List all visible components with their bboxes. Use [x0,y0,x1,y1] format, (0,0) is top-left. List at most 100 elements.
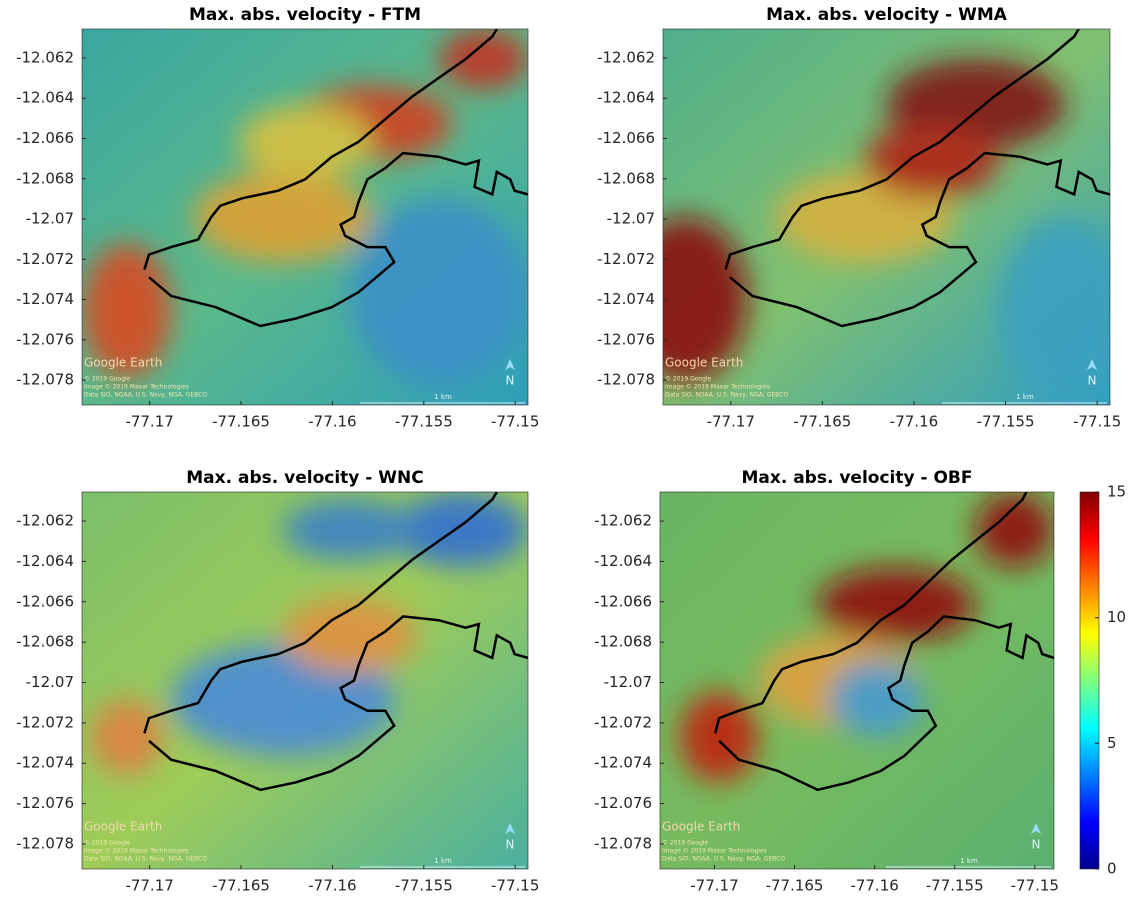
raster-blob [282,597,417,673]
velocity-raster [663,29,1110,405]
chart-title: Max. abs. velocity - OBF [741,468,972,488]
raster-blobs [90,492,528,775]
y-tick-label: -12.064 [16,552,74,570]
map-logo: Google Earth [665,356,743,370]
y-tick-label: -12.066 [594,592,652,610]
y-tick-label: -12.062 [16,512,74,530]
raster-blob [817,567,976,643]
y-tick-label: -12.074 [16,290,74,308]
colorbar-tick-label: 0 [1107,860,1117,878]
x-tick-label: -77.17 [690,877,738,895]
x-tick-label: -77.17 [125,877,173,895]
map-logo: Google Earth [84,356,162,370]
map-credit: Image © 2019 Maxar Technologies [662,848,767,855]
map-credit: Image © 2019 Maxar Technologies [84,848,189,855]
raster-blob [193,171,372,263]
scale-label: 1 km [434,393,452,401]
raster-blob [438,29,528,90]
x-tick-label: -77.16 [308,877,356,895]
map-logo: Google Earth [84,820,162,834]
map-logo: Google Earth [662,820,740,834]
scale-label: 1 km [1016,393,1034,401]
raster-blob [975,492,1054,568]
raster-blob [82,243,172,379]
velocity-raster [82,29,528,405]
y-tick-label: -12.076 [594,794,652,812]
velocity-raster [660,492,1054,869]
y-tick-label: -12.062 [594,512,652,530]
raster-blob [282,499,417,560]
y-tick-label: -12.062 [597,48,655,66]
coastline [143,29,498,270]
raster-blob [238,104,372,180]
x-tick-label: -77.15 [491,413,539,431]
chart-title: Max. abs. velocity - FTM [189,5,421,25]
map-credit: Image © 2019 Maxar Technologies [665,384,770,391]
x-tick-label: -77.155 [395,877,453,895]
north-arrow-head [505,359,515,370]
raster-blob [663,217,748,383]
y-tick-label: -12.064 [597,89,655,107]
map-credit: Data SIO, NOAA, U.S. Navy, NGA, GEBCO [662,856,785,863]
map-credit: © 2019 Google [665,376,712,383]
colorbar [1079,491,1100,870]
map-credit: Data SIO, NOAA, U.S. Navy, NGA, GEBCO [84,856,207,863]
y-tick-label: -12.068 [16,633,74,651]
y-tick-label: -12.074 [594,754,652,772]
north-arrow: N [506,374,515,388]
y-tick-label: -12.074 [16,754,74,772]
x-tick-label: -77.155 [977,413,1035,431]
y-tick-label: -12.066 [16,592,74,610]
coastline [148,151,528,328]
north-arrow: N [1032,838,1041,852]
x-tick-label: -77.165 [766,877,824,895]
north-arrow-head [1031,823,1041,834]
map-credit: © 2019 Google [84,376,131,383]
y-tick-label: -12.07 [604,673,652,691]
raster-blobs [663,59,1110,405]
y-tick-label: -12.072 [16,713,74,731]
y-tick-label: -12.072 [16,250,74,268]
coastline [729,151,1110,328]
north-arrow: N [1088,374,1097,388]
y-tick-label: -12.07 [26,673,74,691]
x-tick-label: -77.15 [1011,877,1059,895]
raster-blob [829,661,924,738]
x-tick-label: -77.165 [212,413,270,431]
axes-frame [81,28,529,406]
y-tick-label: -12.076 [597,330,655,348]
y-tick-label: -12.072 [594,713,652,731]
raster-blob [349,198,528,387]
coastline [724,29,1080,270]
scale-label: 1 km [960,857,978,865]
velocity-raster [82,492,528,869]
y-tick-label: -12.076 [16,330,74,348]
y-tick-label: -12.07 [26,210,74,228]
raster-blobs [82,29,528,387]
y-tick-label: -12.074 [597,290,655,308]
x-tick-label: -77.16 [308,413,356,431]
y-tick-label: -12.064 [594,552,652,570]
y-tick-label: -12.066 [597,129,655,147]
north-arrow: N [506,838,515,852]
x-tick-label: -77.16 [850,877,898,895]
scale-label: 1 km [434,857,452,865]
raster-blob [90,699,163,775]
y-tick-label: -12.064 [16,89,74,107]
raster-blob [998,217,1110,405]
coastline [148,615,528,792]
x-tick-label: -77.165 [793,413,851,431]
north-arrow-head [505,823,515,834]
axes-frame [662,28,1111,406]
x-tick-label: -77.17 [125,413,173,431]
y-tick-label: -12.072 [597,250,655,268]
map-credit: Data SIO, NOAA, U.S. Navy, NGA, GEBCO [84,392,207,399]
map-credit: © 2019 Google [662,840,709,847]
colorbar-tick-label: 15 [1107,483,1126,501]
colorbar-tick-label: 5 [1107,734,1117,752]
x-tick-label: -77.165 [212,877,270,895]
